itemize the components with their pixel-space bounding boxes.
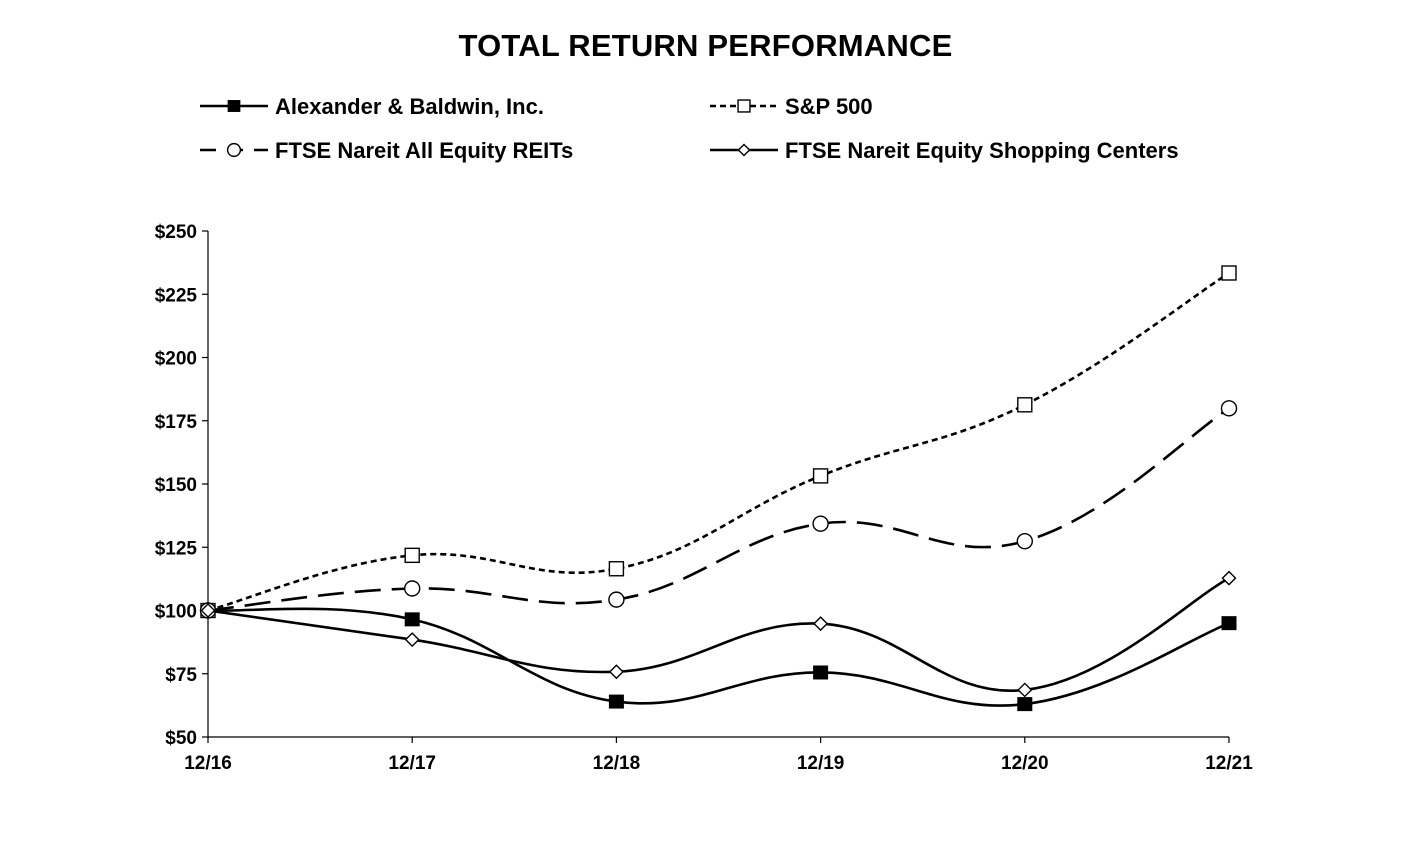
y-tick-label: $225 xyxy=(155,285,198,306)
legend-item-ftse-nareit-equity-shopping-centers: FTSE Nareit Equity Shopping Centers xyxy=(710,138,1179,163)
data-point xyxy=(1221,570,1237,586)
series-alexander-and-baldwin-inc xyxy=(200,603,1237,712)
data-point xyxy=(1221,616,1237,631)
data-point xyxy=(608,591,625,608)
data-point xyxy=(1017,397,1033,413)
series-line xyxy=(207,271,1230,612)
y-tick-label: $150 xyxy=(155,475,197,496)
data-point xyxy=(812,468,829,484)
data-point xyxy=(608,694,624,709)
y-tick-label: $125 xyxy=(155,538,198,559)
y-tick-label: $100 xyxy=(155,602,197,623)
data-point xyxy=(1017,682,1033,698)
data-point xyxy=(608,561,625,577)
series-sandp-500 xyxy=(200,265,1237,619)
plot-area xyxy=(199,265,1238,712)
x-tick-label: 12/20 xyxy=(1001,753,1049,774)
legend-label: FTSE Nareit Equity Shopping Centers xyxy=(785,138,1179,163)
legend-marker xyxy=(737,143,751,157)
series-line xyxy=(207,576,1230,693)
data-point xyxy=(404,580,421,597)
data-point xyxy=(404,632,420,648)
x-tick-label: 12/18 xyxy=(593,753,641,774)
data-point xyxy=(1016,532,1034,550)
x-tick-label: 12/16 xyxy=(184,753,232,774)
series-ftse-nareit-equity-shopping-centers xyxy=(200,570,1237,698)
legend-marker xyxy=(737,99,751,113)
legend-item-sandp-500: S&P 500 xyxy=(710,94,873,119)
data-point xyxy=(1017,697,1033,712)
legend-label: FTSE Nareit All Equity REITs xyxy=(275,138,573,163)
data-point xyxy=(608,664,624,680)
legend-marker xyxy=(226,142,242,158)
chart-axes: $50 $75 $100 $125 $150 $175 $200 $225 $250 12/16 1… xyxy=(155,222,1253,774)
y-tick-label: $50 xyxy=(165,728,197,749)
data-point xyxy=(813,665,829,680)
legend-marker xyxy=(227,100,241,112)
x-tick-label: 12/17 xyxy=(388,753,436,774)
data-point xyxy=(404,547,420,564)
chart-title: TOTAL RETURN PERFORMANCE xyxy=(458,28,953,63)
legend-item-ftse-nareit-all-equity-reits: FTSE Nareit All Equity REITs xyxy=(200,138,573,163)
legend-item-alexander-and-baldwin-inc: Alexander & Baldwin, Inc. xyxy=(200,94,544,119)
data-point xyxy=(812,515,829,532)
series-ftse-nareit-all-equity-reits xyxy=(199,400,1238,619)
legend-label: Alexander & Baldwin, Inc. xyxy=(275,94,544,119)
y-tick-label: $200 xyxy=(155,349,197,370)
legend: Alexander & Baldwin, Inc. S&P 500 FTSE Nar… xyxy=(200,94,1179,163)
y-tick-label: $75 xyxy=(165,665,197,686)
y-tick-label: $175 xyxy=(155,412,198,433)
series-line xyxy=(207,607,1230,707)
x-tick-label: 12/21 xyxy=(1205,753,1253,774)
y-tick-label: $250 xyxy=(155,222,197,243)
data-point xyxy=(1221,265,1237,281)
series-line xyxy=(207,407,1230,612)
legend-label: S&P 500 xyxy=(785,94,873,119)
data-point xyxy=(1220,400,1238,417)
data-point xyxy=(404,612,420,627)
data-point xyxy=(813,616,829,632)
data-point xyxy=(200,603,216,618)
x-tick-label: 12/19 xyxy=(797,753,845,774)
